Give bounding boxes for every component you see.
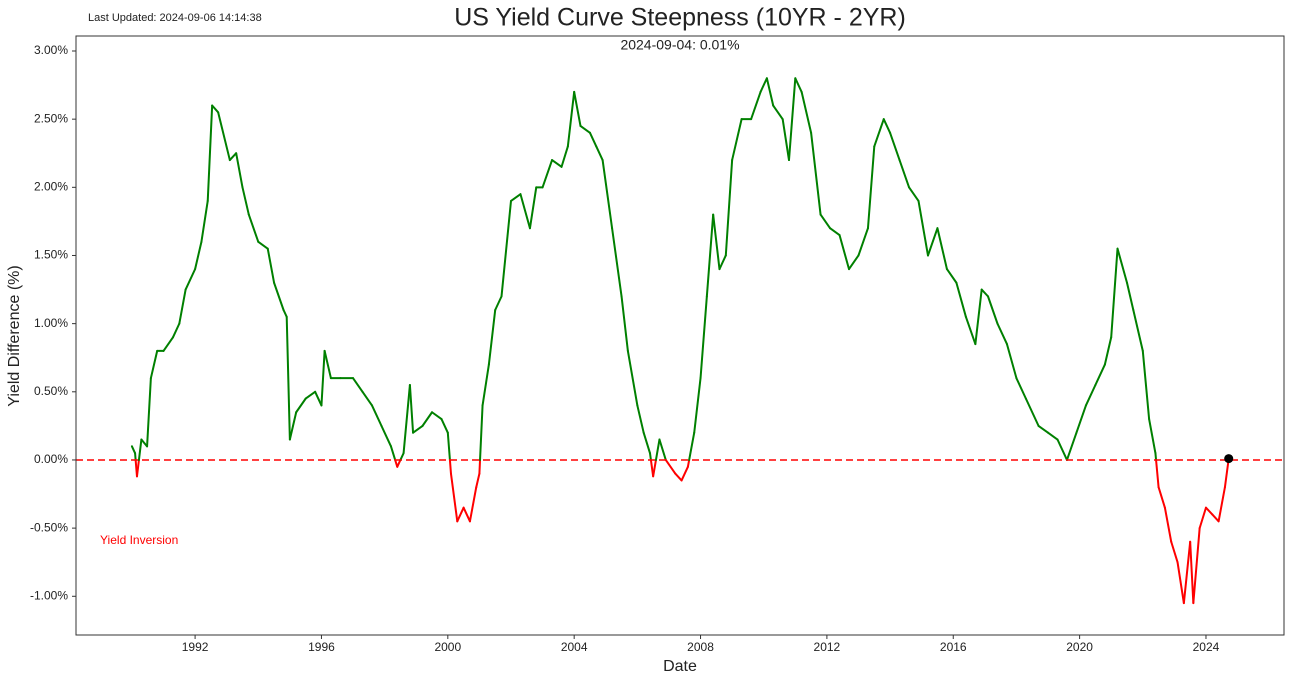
chart-title: US Yield Curve Steepness (10YR - 2YR) xyxy=(454,4,906,32)
y-tick-label: 0.00% xyxy=(34,452,68,466)
line-segment xyxy=(1155,453,1156,460)
y-tick-label: -0.50% xyxy=(30,520,68,534)
x-tick-label: 2008 xyxy=(687,640,714,654)
y-tick-label: 2.00% xyxy=(34,179,68,193)
x-tick-label: 2024 xyxy=(1193,640,1220,654)
y-tick-label: 1.00% xyxy=(34,316,68,330)
line-segment xyxy=(450,460,451,474)
y-tick-label: -1.00% xyxy=(30,588,68,602)
x-tick-label: 2020 xyxy=(1066,640,1093,654)
x-tick-label: 2000 xyxy=(434,640,461,654)
y-tick-label: 2.50% xyxy=(34,111,68,125)
x-tick-label: 2016 xyxy=(940,640,967,654)
annotation: Yield Inversion xyxy=(100,533,178,547)
x-tick-label: 1996 xyxy=(308,640,335,654)
x-tick-label: 2004 xyxy=(561,640,588,654)
subtitle: 2024-09-04: 0.01% xyxy=(620,37,739,53)
x-axis-label: Date xyxy=(663,658,697,675)
last-updated: Last Updated: 2024-09-06 14:14:38 xyxy=(88,12,262,24)
last-point xyxy=(1224,454,1233,463)
y-tick-label: 3.00% xyxy=(34,43,68,57)
line-segment xyxy=(688,460,689,467)
x-tick-label: 2012 xyxy=(814,640,841,654)
line-segment xyxy=(650,453,651,460)
line-segment xyxy=(479,460,480,474)
y-tick-label: 1.50% xyxy=(34,248,68,262)
x-tick-label: 1992 xyxy=(182,640,209,654)
y-tick-label: 0.50% xyxy=(34,384,68,398)
line-segment xyxy=(135,453,136,460)
y-axis-label: Yield Difference (%) xyxy=(6,265,23,406)
